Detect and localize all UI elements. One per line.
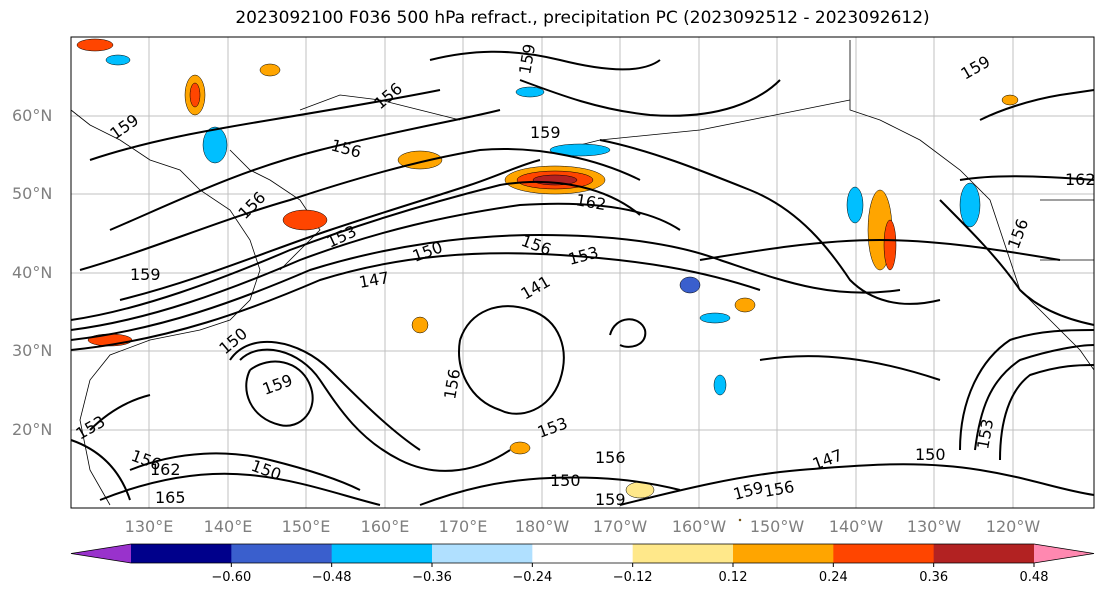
lat-label: 50°N (12, 184, 52, 203)
contour-label: 162 (1065, 170, 1096, 189)
lon-label: 140°E (204, 517, 253, 536)
colorbar-swatch (331, 544, 433, 563)
colorbar-tick-label: −0.12 (613, 570, 653, 585)
colorbar-extend-max (1034, 544, 1094, 563)
latitude-labels: 60°N 50°N 40°N 30°N 20°N (12, 106, 52, 439)
colorbar-outline (70, 543, 1095, 564)
colorbar-tick-label: −0.24 (512, 570, 552, 585)
contour-label: 165 (155, 488, 186, 507)
lat-label: 30°N (12, 341, 52, 360)
lon-label: 160°E (361, 517, 410, 536)
lon-label: 170°E (439, 517, 488, 536)
lon-label: 150°W (750, 517, 805, 536)
lon-label: 180°W (515, 517, 570, 536)
contour-label: 162 (150, 460, 181, 479)
colorbar-swatch (532, 544, 634, 563)
colorbar-swatch (432, 544, 533, 563)
contour-label: 159 (530, 123, 561, 142)
lon-label: 150°E (282, 517, 331, 536)
colorbar-tick-label: 0.48 (1020, 570, 1049, 585)
lon-label: 120°W (986, 517, 1041, 536)
colorbar-swatch (231, 544, 333, 563)
colorbar-tick-label: 0.36 (919, 570, 948, 585)
contour-label: 159 (130, 265, 161, 284)
lon-label: 130°W (907, 517, 962, 536)
contour-label: 156 (595, 448, 626, 467)
graticule (71, 37, 1094, 508)
lat-label: 40°N (12, 263, 52, 282)
colorbar-swatch (131, 544, 232, 563)
lon-label: 160°W (672, 517, 727, 536)
colorbar-swatch (833, 544, 935, 563)
refractivity-contours (70, 50, 1095, 506)
colorbar-swatch (632, 544, 734, 563)
lon-label: 130°E (125, 517, 174, 536)
contour-label: 159 (595, 490, 626, 509)
colorbar-tick-label: −0.36 (412, 570, 452, 585)
colorbar-tick-label: 0.12 (719, 570, 748, 585)
colorbar-swatch (933, 544, 1035, 563)
lon-label: 170°W (593, 517, 648, 536)
contour-label: 150 (550, 471, 581, 490)
longitude-labels: 130°E 140°E 150°E 160°E 170°E 180°W 170°… (125, 517, 1041, 536)
colorbar-tick-label: −0.60 (211, 570, 251, 585)
colorbar-tick-label: −0.48 (312, 570, 352, 585)
colorbar: −0.60 −0.48 −0.36 −0.24 −0.12 0.12 0.24 0.36 0.4… (70, 543, 1095, 585)
colorbar-extend-min (71, 544, 131, 563)
contour-label: 150 (915, 445, 946, 464)
lat-label: 60°N (12, 106, 52, 125)
map-panel: 159 156 159 156 159 156 150 153 156 147 … (70, 36, 1096, 522)
map-title: 2023092100 F036 500 hPa refract., precip… (235, 8, 930, 28)
lon-label: 140°W (829, 517, 884, 536)
colorbar-swatch (733, 544, 834, 563)
lat-label: 20°N (12, 420, 52, 439)
colorbar-tick-label: 0.24 (819, 570, 848, 585)
